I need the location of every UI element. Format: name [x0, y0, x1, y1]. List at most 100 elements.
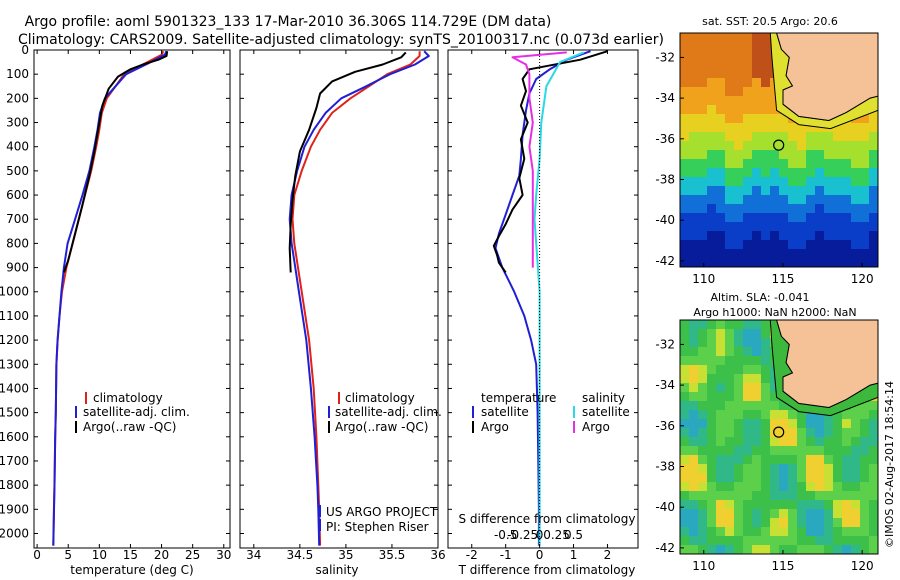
map-cell — [752, 518, 762, 528]
map-cell — [824, 482, 834, 492]
map-cell — [743, 356, 753, 366]
map-cell — [761, 347, 771, 357]
map-cell — [761, 222, 771, 232]
map-cell — [689, 329, 699, 339]
map-cell — [797, 204, 807, 214]
map-cell — [752, 464, 762, 474]
map-cell — [770, 464, 780, 474]
map-cell — [707, 509, 717, 519]
map-cell — [833, 410, 843, 420]
difference-legend: temperature salinity satellite Argo sate… — [472, 391, 630, 434]
x-tick-label: 30 — [216, 548, 231, 562]
map-cell — [734, 258, 744, 267]
map-cell — [707, 464, 717, 474]
map-cell — [680, 114, 690, 124]
map-cell — [869, 213, 878, 223]
map-cell — [743, 132, 753, 142]
map-cell — [698, 249, 708, 259]
map-cell — [698, 410, 708, 420]
map-cell — [734, 473, 744, 483]
map-cell — [788, 545, 798, 554]
map-cell — [734, 365, 744, 375]
map-cell — [860, 168, 870, 178]
sst-map — [680, 33, 878, 267]
map-cell — [761, 33, 771, 43]
map-cell — [779, 240, 789, 250]
map-cell — [824, 518, 834, 528]
map-cell — [860, 123, 870, 133]
map-cell — [869, 186, 878, 196]
map-cell — [725, 177, 735, 187]
map-cell — [761, 213, 771, 223]
map-cell — [797, 177, 807, 187]
map-cell — [806, 518, 816, 528]
map-cell — [797, 536, 807, 546]
map-cell — [734, 527, 744, 537]
map-cell — [734, 51, 744, 61]
map-cell — [752, 383, 762, 393]
map-cell — [770, 545, 780, 554]
map-cell — [761, 419, 771, 429]
map-cell — [689, 428, 699, 438]
map-cell — [851, 132, 861, 142]
map-cell — [806, 536, 816, 546]
map-cell — [707, 105, 717, 115]
map-cell — [860, 195, 870, 205]
map-cell — [851, 527, 861, 537]
map-cell — [788, 213, 798, 223]
map-cell — [716, 338, 726, 348]
lon-tick-label: 110 — [692, 559, 715, 573]
map-cell — [707, 320, 717, 330]
map-cell — [743, 437, 753, 447]
map-cell — [698, 159, 708, 169]
map-cell — [797, 195, 807, 205]
map-cell — [824, 132, 834, 142]
map-cell — [851, 177, 861, 187]
map-cell — [707, 482, 717, 492]
map-cell — [860, 231, 870, 241]
map-cell — [851, 410, 861, 420]
map-cell — [842, 222, 852, 232]
map-cell — [761, 123, 771, 133]
map-cell — [734, 213, 744, 223]
map-cell — [716, 168, 726, 178]
legend-label-t-satellite: satellite — [481, 405, 529, 419]
map-cell — [815, 159, 825, 169]
map-cell — [689, 240, 699, 250]
temperature-plot — [52, 50, 169, 546]
map-cell — [734, 249, 744, 259]
map-cell — [734, 177, 744, 187]
map-cell — [869, 159, 878, 169]
map-cell — [869, 132, 878, 142]
map-cell — [707, 78, 717, 88]
map-cell — [779, 536, 789, 546]
map-cell — [833, 455, 843, 465]
map-cell — [860, 446, 870, 456]
map-cell — [869, 419, 878, 429]
map-cell — [761, 464, 771, 474]
argo-location-marker — [773, 139, 785, 151]
map-cell — [806, 159, 816, 169]
difference-xlabel-bottom: T difference from climatology — [458, 563, 636, 577]
map-cell — [779, 419, 789, 429]
map-cell — [833, 482, 843, 492]
map-cell — [734, 383, 744, 393]
map-cell — [806, 132, 816, 142]
map-cell — [779, 482, 789, 492]
map-cell — [680, 365, 690, 375]
map-cell — [716, 482, 726, 492]
map-cell — [680, 392, 690, 402]
map-cell — [779, 464, 789, 474]
map-cell — [743, 213, 753, 223]
map-cell — [860, 114, 870, 124]
map-cell — [752, 258, 762, 267]
map-cell — [806, 428, 816, 438]
map-cell — [797, 419, 807, 429]
map-cell — [743, 500, 753, 510]
map-cell — [725, 204, 735, 214]
map-cell — [707, 518, 717, 528]
map-cell — [707, 114, 717, 124]
map-cell — [833, 168, 843, 178]
map-cell — [725, 150, 735, 160]
map-cell — [761, 60, 771, 70]
